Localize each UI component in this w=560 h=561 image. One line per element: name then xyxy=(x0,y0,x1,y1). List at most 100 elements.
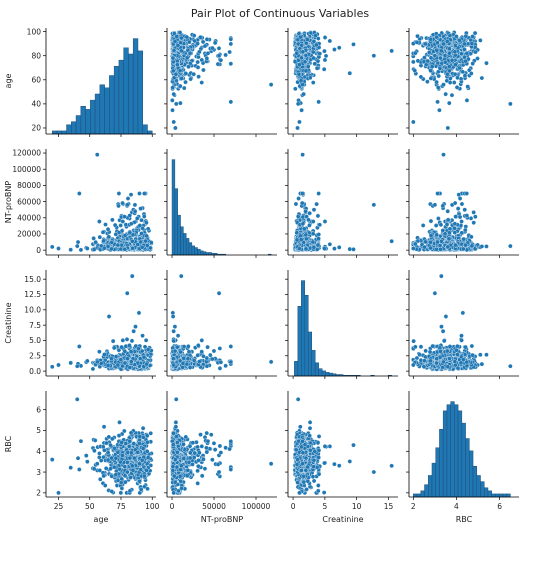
scatter-point xyxy=(440,203,446,209)
scatter-point xyxy=(464,191,470,196)
scatter-point xyxy=(316,36,321,41)
scatter-point xyxy=(473,49,478,55)
scatter-point xyxy=(170,55,176,61)
scatter-point xyxy=(371,53,377,58)
scatter-point xyxy=(293,201,299,207)
scatter-point xyxy=(421,59,427,64)
scatter-point xyxy=(91,236,96,241)
scatter-point xyxy=(311,39,317,44)
scatter-point xyxy=(425,79,430,84)
scatter-point xyxy=(174,78,179,84)
scatter-point xyxy=(469,243,475,249)
scatter-point xyxy=(484,244,489,249)
scatter-point xyxy=(120,200,125,206)
scatter-point xyxy=(171,75,177,81)
scatter-point xyxy=(322,48,327,54)
scatter-point xyxy=(445,244,451,250)
scatter-point xyxy=(451,80,457,85)
scatter-point xyxy=(139,244,145,250)
panel-Creatinine-vs-age xyxy=(43,270,156,379)
scatter-point xyxy=(294,230,300,236)
scatter-point xyxy=(442,59,448,65)
scatter-point xyxy=(135,216,140,221)
histogram-bar xyxy=(56,130,63,135)
scatter-point xyxy=(296,196,301,201)
scatter-point xyxy=(97,234,103,240)
scatter-point xyxy=(315,58,321,64)
scatter-point xyxy=(145,347,151,352)
scatter-point xyxy=(452,230,458,235)
scatter-point xyxy=(195,41,200,46)
scatter-point xyxy=(56,362,61,368)
scatter-point xyxy=(437,66,443,71)
scatter-point xyxy=(449,57,455,63)
panel-NT-proBNP-vs-NT-proBNP xyxy=(164,149,277,258)
scatter-point xyxy=(300,49,306,55)
scatter-point xyxy=(508,243,513,249)
scatter-point xyxy=(177,30,183,35)
scatter-point xyxy=(439,238,444,244)
scatter-point xyxy=(434,232,440,238)
scatter-point xyxy=(425,58,431,64)
panel-NT-proBNP-vs-RBC xyxy=(406,149,519,258)
scatter-point xyxy=(204,56,210,61)
scatter-point xyxy=(139,348,145,354)
scatter-point xyxy=(139,231,144,236)
histogram-bar xyxy=(118,59,124,135)
scatter-point xyxy=(127,365,133,370)
scatter-point xyxy=(122,360,128,366)
scatter-point xyxy=(301,226,307,232)
histogram-bar xyxy=(128,53,134,135)
scatter-point xyxy=(303,246,309,252)
histogram-bar xyxy=(123,47,129,135)
scatter-point xyxy=(411,119,416,125)
histogram-bar xyxy=(191,245,195,256)
scatter-point xyxy=(170,98,175,103)
histogram-bar xyxy=(174,188,178,256)
histogram-bar xyxy=(137,50,143,135)
scatter-point xyxy=(170,85,175,90)
scatter-point xyxy=(300,191,305,196)
scatter-point xyxy=(296,71,302,77)
scatter-point xyxy=(310,231,316,237)
scatter-point xyxy=(129,338,135,344)
scatter-point xyxy=(298,233,303,239)
scatter-point xyxy=(455,75,460,81)
scatter-point xyxy=(447,226,453,232)
scatter-point xyxy=(469,71,474,76)
scatter-point xyxy=(187,50,193,56)
scatter-point xyxy=(310,219,316,224)
scatter-point xyxy=(178,83,183,89)
histogram-bar xyxy=(185,238,190,256)
scatter-point xyxy=(297,62,302,68)
scatter-point xyxy=(106,234,112,240)
scatter-point xyxy=(124,291,130,296)
scatter-point xyxy=(223,52,228,58)
histogram-bar xyxy=(147,130,153,135)
scatter-point xyxy=(465,84,470,89)
scatter-point xyxy=(463,242,468,248)
scatter-point xyxy=(294,237,300,243)
scatter-point xyxy=(175,62,180,68)
scatter-point xyxy=(315,242,321,248)
histogram-bar xyxy=(202,251,207,256)
scatter-point xyxy=(436,73,441,79)
histogram-bar xyxy=(171,159,176,256)
scatter-point xyxy=(438,55,443,61)
scatter-point xyxy=(453,43,458,48)
scatter-point xyxy=(195,65,201,70)
scatter-point xyxy=(322,246,327,251)
scatter-point xyxy=(310,49,316,55)
scatter-point xyxy=(216,46,222,51)
scatter-point xyxy=(139,217,144,223)
scatter-point xyxy=(56,246,61,251)
panel-age-vs-age xyxy=(43,28,156,137)
scatter-point xyxy=(446,100,452,106)
scatter-point xyxy=(310,80,316,85)
scatter-point xyxy=(305,64,311,69)
scatter-point xyxy=(299,107,304,113)
scatter-point xyxy=(423,41,428,47)
scatter-point xyxy=(311,55,316,61)
scatter-point xyxy=(195,59,200,65)
